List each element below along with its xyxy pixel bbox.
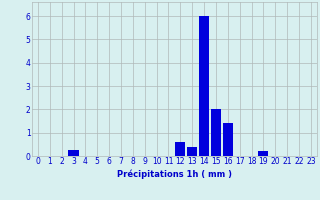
Bar <box>258 151 268 156</box>
Bar <box>211 109 221 156</box>
Bar <box>175 142 185 156</box>
Bar <box>68 150 79 156</box>
Bar <box>187 147 197 156</box>
Bar <box>223 123 233 156</box>
Bar <box>199 16 209 156</box>
X-axis label: Précipitations 1h ( mm ): Précipitations 1h ( mm ) <box>117 169 232 179</box>
